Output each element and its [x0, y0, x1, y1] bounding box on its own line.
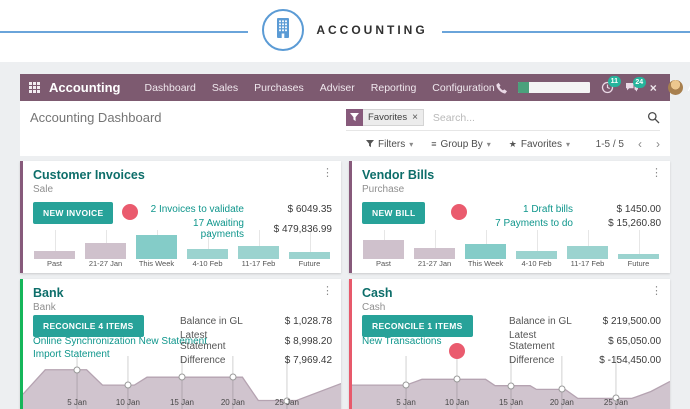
vendor-bills-bar-chart[interactable]: Past 21-27 Jan This Week 4-10 Feb 11-17 Feb F… — [358, 230, 664, 270]
stat-value: $ 1,028.78 — [284, 316, 332, 327]
pager-next-button[interactable]: › — [656, 137, 660, 151]
new-transactions-link[interactable]: New Transactions — [362, 336, 442, 347]
new-bill-button[interactable]: NEW BILL — [362, 202, 426, 224]
nav-item-sales[interactable]: Sales — [211, 81, 239, 94]
nav-item-adviser[interactable]: Adviser — [319, 81, 355, 94]
search-facet-favorites: Favorites × — [346, 109, 424, 126]
breadcrumb[interactable]: Accounting Dashboard — [30, 110, 162, 125]
card-bank: ⋮ Bank Bank RECONCILE 4 ITEMS Online Syn… — [20, 279, 341, 409]
online-synchronization-link[interactable]: Online Synchronization — [33, 336, 136, 347]
activities-button[interactable]: 11 — [601, 76, 621, 94]
app-banner: ACCOUNTING — [0, 0, 690, 62]
user-menu[interactable]: Administrator — [667, 80, 690, 95]
invoices-to-validate-link[interactable]: 2 Invoices to validate — [150, 204, 244, 215]
reconcile-items-button[interactable]: RECONCILE 4 ITEMS — [33, 315, 144, 337]
stat-value: $ 6049.35 — [287, 204, 333, 215]
star-icon: ★ — [508, 138, 517, 149]
kebab-menu-icon[interactable]: ⋮ — [651, 167, 662, 179]
latest-statement-label: Latest Statement — [509, 330, 555, 352]
app-name[interactable]: Accounting — [49, 80, 121, 95]
filter-icon — [366, 140, 374, 148]
card-subtitle: Purchase — [362, 184, 405, 195]
card-customer-invoices: ⋮ Customer Invoices Sale NEW INVOICE 2 I… — [20, 161, 341, 273]
kebab-menu-icon[interactable]: ⋮ — [651, 285, 662, 297]
clock-icon — [601, 81, 614, 94]
card-cash: ⋮ Cash Cash RECONCILE 1 ITEMS New Transa… — [349, 279, 670, 409]
kebab-menu-icon[interactable]: ⋮ — [322, 167, 333, 179]
difference-link[interactable]: Difference — [180, 355, 226, 366]
new-statement-link[interactable]: New Statement — [138, 336, 207, 347]
facet-filter-icon — [346, 109, 363, 126]
card-subtitle: Sale — [33, 184, 54, 195]
difference-link[interactable]: Difference — [509, 355, 555, 366]
nav-item-configuration[interactable]: Configuration — [432, 81, 495, 94]
app-banner-title: ACCOUNTING — [316, 23, 428, 37]
card-vendor-bills: ⋮ Vendor Bills Purchase NEW BILL 1 Draft… — [349, 161, 670, 273]
customer-invoices-bar-chart[interactable]: Past 21-27 Jan This Week 4-10 Feb 11-17 Feb F… — [29, 230, 335, 270]
activity-dot[interactable] — [451, 204, 467, 220]
search-icon[interactable] — [647, 111, 660, 124]
latest-statement-label: Latest Statement — [180, 330, 226, 352]
apps-menu-icon[interactable] — [29, 82, 40, 93]
stat-value: $ 1450.00 — [616, 204, 662, 215]
payments-to-do-link[interactable]: 7 Payments to do — [495, 218, 573, 229]
stat-value: $ 8,998.20 — [284, 335, 332, 347]
stat-value: $ 15,260.80 — [608, 218, 661, 229]
phone-icon[interactable] — [495, 82, 507, 94]
card-title[interactable]: Vendor Bills — [362, 168, 435, 182]
building-icon — [273, 16, 293, 45]
messages-count-badge: 24 — [632, 76, 646, 88]
kebab-menu-icon[interactable]: ⋮ — [322, 285, 333, 297]
activity-dot[interactable] — [122, 204, 138, 220]
reconcile-items-button[interactable]: RECONCILE 1 ITEMS — [362, 315, 473, 337]
close-icon[interactable]: × — [649, 80, 657, 95]
draft-bills-link[interactable]: 1 Draft bills — [522, 204, 573, 215]
app-badge-circle — [262, 9, 305, 51]
pager-range: 1-5 / 5 — [595, 138, 624, 150]
progress-bar-fill — [517, 82, 529, 93]
progress-bar[interactable] — [517, 82, 590, 93]
card-title[interactable]: Customer Invoices — [33, 168, 145, 182]
facet-label: Favorites — [368, 112, 408, 123]
nav-item-dashboard[interactable]: Dashboard — [144, 81, 196, 94]
import-statement-link[interactable]: Import Statement — [33, 348, 110, 360]
facet-remove-icon[interactable]: × — [412, 112, 418, 123]
balance-in-gl-label: Balance in GL — [180, 316, 243, 327]
messages-button[interactable]: 24 — [625, 76, 646, 94]
nav-item-reporting[interactable]: Reporting — [370, 81, 417, 94]
bank-balance-area-chart[interactable]: 5 Jan 10 Jan 15 Jan 20 Jan 25 Jan — [23, 356, 341, 409]
dashboard-cards: ⋮ Customer Invoices Sale NEW INVOICE 2 I… — [20, 161, 670, 409]
activity-dot[interactable] — [449, 343, 465, 359]
group-by-button[interactable]: ≡ Group By ▾ — [431, 138, 491, 150]
card-subtitle: Bank — [33, 302, 56, 313]
filters-button[interactable]: Filters ▾ — [366, 139, 413, 150]
avatar — [667, 80, 683, 95]
new-invoice-button[interactable]: NEW INVOICE — [33, 202, 114, 224]
search-input[interactable] — [430, 110, 647, 125]
cash-balance-area-chart[interactable]: 5 Jan 10 Jan 15 Jan 20 Jan 25 Jan — [352, 356, 670, 409]
activities-count-badge: 11 — [607, 76, 621, 87]
stat-value: $ 479,836.99 — [273, 223, 332, 235]
chevron-down-icon: ▾ — [409, 139, 414, 149]
stat-value: $ 7,969.42 — [284, 355, 332, 366]
user-name: Administrator — [688, 82, 690, 94]
nav-item-purchases[interactable]: Purchases — [254, 81, 304, 94]
card-title[interactable]: Cash — [362, 286, 393, 300]
control-panel: Accounting Dashboard Favorites × — [20, 101, 670, 156]
chevron-down-icon: ▾ — [486, 139, 491, 149]
favorites-button[interactable]: ★ Favorites ▾ — [508, 138, 570, 150]
search-bar[interactable]: Favorites × — [346, 109, 660, 131]
chevron-down-icon: ▾ — [565, 139, 570, 149]
nav-menu: Dashboard Sales Purchases Adviser Report… — [145, 82, 495, 94]
stat-value: $ 219,500.00 — [602, 316, 661, 327]
pager-prev-button[interactable]: ‹ — [638, 137, 642, 151]
stat-value: $ 65,050.00 — [608, 335, 661, 347]
group-by-icon: ≡ — [431, 139, 437, 149]
balance-in-gl-label: Balance in GL — [509, 316, 572, 327]
main-navbar: Accounting Dashboard Sales Purchases Adv… — [20, 74, 690, 101]
card-subtitle: Cash — [362, 302, 386, 313]
awaiting-payments-link[interactable]: 17 Awaiting payments — [193, 218, 244, 240]
stat-value: $ -154,450.00 — [599, 355, 661, 366]
card-title[interactable]: Bank — [33, 286, 64, 300]
